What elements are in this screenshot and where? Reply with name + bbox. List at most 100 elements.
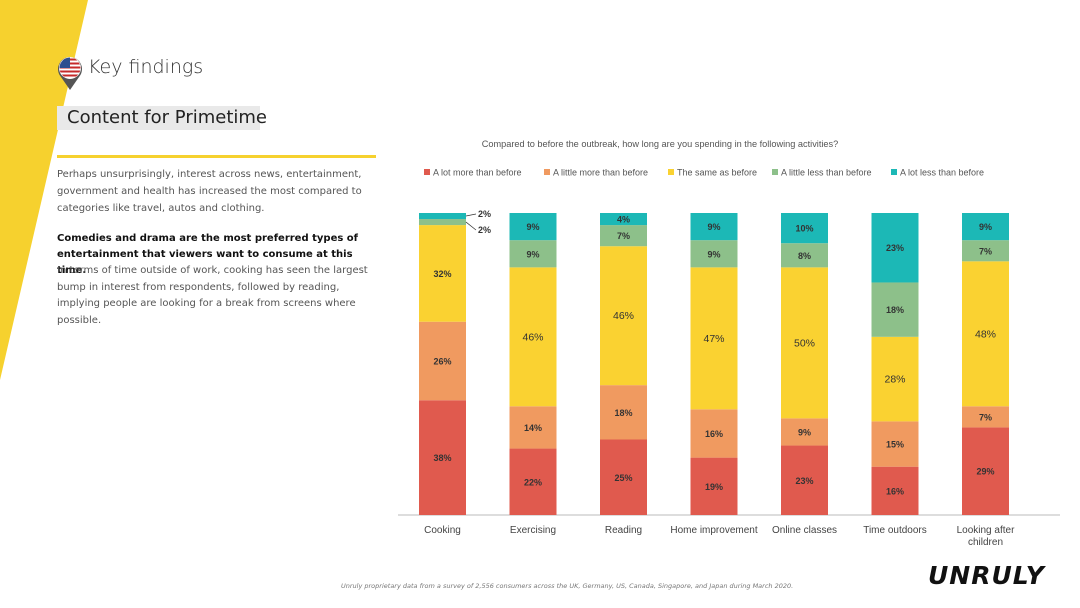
bar-segment: [419, 225, 466, 322]
intro-paragraph: Perhaps unsurprisingly, interest across …: [57, 169, 362, 214]
data-label: 29%: [976, 467, 994, 477]
bar-segment: [871, 421, 919, 467]
legend-swatch: [772, 169, 778, 175]
data-label: 32%: [433, 269, 451, 279]
data-label: 16%: [705, 429, 723, 439]
bar-segment: [509, 406, 557, 449]
highlight-paragraph: Comedies and drama are the most preferre…: [57, 233, 359, 276]
data-label: 8%: [798, 251, 811, 261]
data-label: 26%: [433, 356, 451, 366]
bar-segment: [600, 246, 647, 386]
bar-segment: [781, 418, 828, 446]
bar-segment: [781, 267, 828, 419]
bar-segment: [509, 448, 557, 515]
bar-segment: [690, 457, 738, 515]
legend-label: The same as before: [677, 168, 757, 178]
x-tick-label: Time outdoors: [863, 525, 927, 536]
data-label: 9%: [798, 427, 811, 437]
bar-segment: [600, 385, 647, 440]
data-label: 18%: [614, 408, 632, 418]
bar-segment: [962, 406, 1009, 428]
bar-segment: [781, 445, 828, 515]
data-label: 9%: [526, 249, 539, 259]
unruly-logo: UNRULY: [928, 561, 1045, 590]
bar-segment: [600, 225, 647, 247]
bar-segment: [871, 282, 919, 337]
leader-line: [465, 213, 477, 217]
yellow-divider: [57, 155, 376, 158]
bar-segment: [871, 213, 919, 283]
bar-segment: [600, 439, 647, 515]
data-label: 47%: [703, 333, 724, 345]
bar-segment: [962, 427, 1009, 515]
bar-segment: [419, 213, 466, 220]
data-label: 14%: [524, 423, 542, 433]
x-tick-label: Cooking: [424, 525, 461, 536]
data-label: 9%: [707, 249, 720, 259]
bar-segment: [509, 267, 557, 407]
legend-label: A lot more than before: [433, 168, 522, 178]
bar-segment: [962, 240, 1009, 262]
bar-segment: [871, 466, 919, 515]
data-label: 46%: [613, 310, 634, 322]
bar-segment: [781, 243, 828, 268]
detail-paragraph: In terms of time outside of work, cookin…: [57, 265, 368, 326]
legend-label: A little more than before: [553, 168, 648, 178]
x-tick-label: children: [968, 537, 1003, 548]
bar-segment: [419, 219, 466, 226]
data-label: 7%: [979, 412, 992, 422]
legend-label: A lot less than before: [900, 168, 984, 178]
page-title: Key findings: [88, 56, 204, 78]
bar-segment: [509, 213, 557, 241]
stacked-bar-chart: Compared to before the outbreak, how lon…: [398, 139, 1060, 548]
legend-swatch: [668, 169, 674, 175]
bar-segment: [690, 213, 738, 241]
footnote: Unruly proprietary data from a survey of…: [341, 582, 794, 590]
data-label: 48%: [975, 328, 996, 340]
data-label: 46%: [522, 331, 543, 343]
bar-segment: [509, 240, 557, 268]
data-label: 2%: [478, 209, 491, 219]
data-label: 9%: [526, 222, 539, 232]
data-label: 15%: [886, 440, 904, 450]
x-tick-label: Looking after: [957, 525, 1015, 536]
bar-segment: [962, 261, 1009, 407]
legend-swatch: [891, 169, 897, 175]
bar-segment: [871, 336, 919, 422]
bar-segment: [690, 409, 738, 458]
data-label: 2%: [478, 225, 491, 235]
data-label: 9%: [979, 222, 992, 232]
x-tick-label: Reading: [605, 525, 642, 536]
data-label: 9%: [707, 222, 720, 232]
x-tick-label: Exercising: [510, 525, 556, 536]
data-label: 23%: [795, 476, 813, 486]
data-label: 7%: [617, 231, 630, 241]
data-label: 50%: [794, 337, 815, 349]
bar-segment: [419, 400, 466, 515]
data-label: 22%: [524, 477, 542, 487]
x-tick-label: Home improvement: [670, 525, 757, 536]
subtitle-background: [57, 106, 260, 130]
bar-segment: [962, 213, 1009, 241]
data-label: 4%: [617, 215, 630, 225]
legend-label: A little less than before: [781, 168, 872, 178]
data-label: 38%: [433, 453, 451, 463]
data-label: 10%: [795, 224, 813, 234]
legend-swatch: [544, 169, 550, 175]
data-label: 18%: [886, 305, 904, 315]
bar-segment: [600, 213, 647, 226]
section-subtitle: Content for Primetime: [67, 107, 267, 128]
data-label: 7%: [979, 246, 992, 256]
data-label: 23%: [886, 243, 904, 253]
data-label: 28%: [884, 374, 905, 386]
x-tick-label: Online classes: [772, 525, 837, 536]
legend-swatch: [424, 169, 430, 175]
data-label: 19%: [705, 482, 723, 492]
leader-line: [465, 221, 477, 231]
bar-segment: [690, 267, 738, 410]
chart-title: Compared to before the outbreak, how lon…: [482, 139, 839, 149]
bar-segment: [690, 240, 738, 268]
us-flag-pin-icon: [58, 57, 82, 90]
data-label: 25%: [614, 473, 632, 483]
